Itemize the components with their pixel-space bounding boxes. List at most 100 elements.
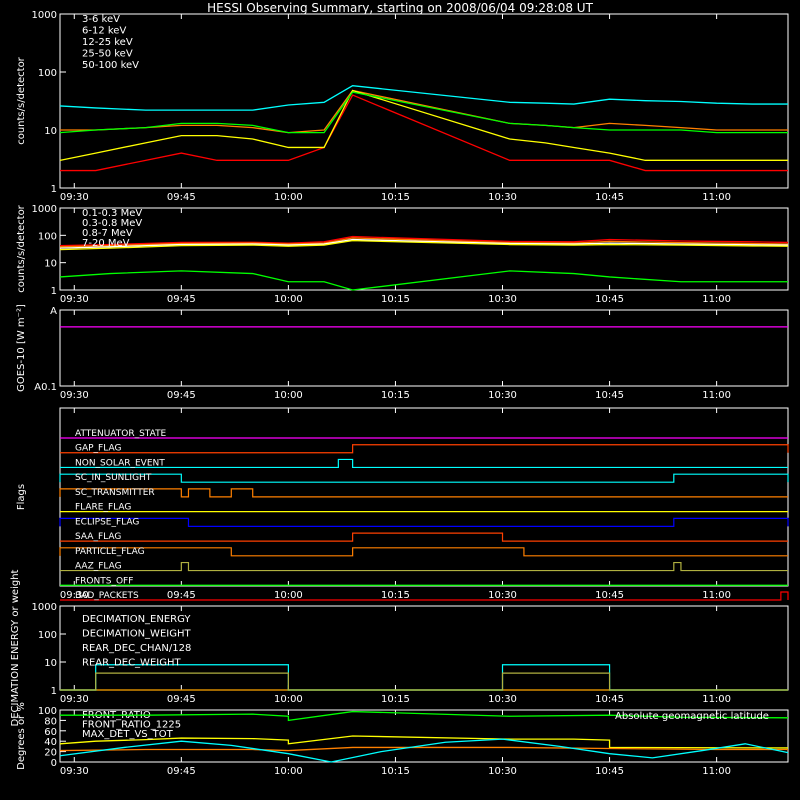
- series-line: [59, 270, 788, 291]
- legend-entry: 12-25 keV: [82, 37, 133, 48]
- panel-ratios: 09:30 09:45 10:00 10:15 10:30 10:45 11:00 02040…: [16, 702, 789, 777]
- flag-label: GAP_FLAG: [75, 444, 121, 454]
- x-tick-label: 09:30: [60, 390, 89, 401]
- panel-hi-energy-rates: 09:30 09:45 10:00 10:15 10:30 10:45 11:00 1 10 10…: [16, 204, 789, 305]
- y-tick-label: 10: [44, 126, 57, 137]
- series-line: [59, 235, 789, 247]
- x-tick-label: 10:15: [381, 590, 410, 601]
- panel-lo-energy-rates: 09:30 09:45 10:00 10:15 10:30 10:45 11:00 1 10 10…: [16, 10, 789, 203]
- x-tick-label: 10:00: [274, 390, 303, 401]
- series-line: [59, 239, 789, 251]
- x-tick-label: 09:45: [167, 390, 196, 401]
- flag-label: AAZ_FLAG: [75, 562, 122, 572]
- y-tick-label: 80: [44, 716, 57, 727]
- flag-label: PARTICLE_FLAG: [75, 547, 145, 557]
- flag-line: [59, 517, 789, 527]
- series-line: [59, 238, 789, 249]
- y-tick-label: 100: [38, 706, 57, 717]
- legend-entry: DECIMATION_ENERGY: [82, 614, 191, 625]
- x-tick-label: 10:15: [381, 390, 410, 401]
- panel-goes: 09:30 09:45 10:00 10:15 10:30 10:45 11:00 A0.1 A…: [16, 304, 789, 401]
- x-tick-label: 09:30: [60, 192, 89, 203]
- x-tick-label: 10:30: [488, 590, 517, 601]
- x-tick-label: 11:00: [702, 294, 731, 305]
- x-tick-label: 10:45: [595, 192, 624, 203]
- y-tick-label: 1000: [32, 10, 57, 21]
- panel-decimation: 09:30 09:45 10:00 10:15 10:30 10:45 11:00 1 10 10…: [10, 569, 789, 726]
- figure-title: HESSI Observing Summary, starting on 200…: [207, 1, 593, 15]
- x-tick-label: 10:30: [488, 694, 517, 705]
- x-tick-label: 11:00: [702, 192, 731, 203]
- x-tick-label: 10:30: [488, 192, 517, 203]
- flag-line: [60, 532, 788, 542]
- series-line: [59, 91, 788, 134]
- legend-entry: 0.3-0.8 MeV: [82, 218, 142, 229]
- x-tick-label: 09:45: [167, 192, 196, 203]
- legend-entry: REAR_DEC_CHAN/128: [82, 643, 191, 654]
- legend-entry: 7-20 MeV: [82, 238, 130, 249]
- y-tick-label: 1000: [32, 204, 57, 215]
- legend-entry: Absolute geomagnetic latitude: [615, 711, 769, 722]
- legend-entry: 6-12 keV: [82, 26, 126, 37]
- flag-label: SC_IN_SUNLIGHT: [75, 473, 152, 483]
- y-tick-label: 100: [38, 630, 57, 641]
- x-tick-label: 10:45: [595, 390, 624, 401]
- y-tick-label: 100: [38, 231, 57, 242]
- x-tick-label: 10:45: [595, 294, 624, 305]
- flag-label: FRONTS_OFF: [75, 576, 133, 586]
- y-tick-label: 1000: [32, 602, 57, 613]
- x-tick-label: 10:15: [381, 294, 410, 305]
- x-tick-label: 09:30: [60, 590, 89, 601]
- legend-entry: 3-6 keV: [82, 14, 120, 25]
- flag-label: FLARE_FLAG: [75, 503, 131, 513]
- flag-label: BAD_PACKETS: [75, 591, 139, 601]
- x-tick-label: 10:15: [381, 192, 410, 203]
- flag-line: [59, 547, 788, 557]
- x-tick-label: 11:00: [702, 694, 731, 705]
- flag-label: ECLIPSE_FLAG: [75, 517, 139, 527]
- legend-entry: FRONT_RATIO_1225: [82, 720, 181, 731]
- x-tick-label: 10:30: [488, 294, 517, 305]
- x-tick-label: 10:15: [381, 694, 410, 705]
- legend-entry: REAR_DEC_WEIGHT: [82, 658, 181, 669]
- series-line: [59, 735, 789, 749]
- y-tick-label: 1: [51, 286, 57, 297]
- series-line: [60, 664, 788, 691]
- x-tick-label: 10:00: [274, 294, 303, 305]
- x-tick-label: 11:00: [702, 390, 731, 401]
- legend-entry: 0.8-7 MeV: [82, 228, 133, 239]
- y-axis-label: DECIMATION ENERGY or weight: [10, 569, 21, 726]
- x-tick-label: 10:30: [488, 390, 517, 401]
- x-tick-label: 09:30: [60, 766, 89, 777]
- y-axis-label: Flags: [16, 484, 27, 510]
- flag-line: [60, 444, 789, 454]
- y-tick-label: 1: [51, 686, 57, 697]
- series-line: [59, 237, 789, 248]
- flag-line: [60, 458, 788, 469]
- y-axis-label: counts/s/detector: [16, 56, 27, 144]
- legend-entry: MAX_DET_VS_TOT: [82, 729, 174, 740]
- flag-label: ATTENUATOR_STATE: [75, 429, 167, 439]
- legend-entry: 25-50 keV: [82, 49, 133, 60]
- x-tick-label: 10:00: [274, 766, 303, 777]
- y-tick-label: 1: [51, 184, 57, 195]
- axes-frame: [59, 207, 789, 291]
- legend-entry: 50-100 keV: [82, 60, 139, 71]
- series-line: [60, 672, 788, 691]
- x-tick-label: 11:00: [702, 590, 731, 601]
- y-axis-label: counts/s/detector: [16, 204, 27, 292]
- series-line: [60, 89, 788, 134]
- flag-label: SAA_FLAG: [75, 532, 121, 542]
- series-line: [59, 85, 788, 111]
- x-tick-label: 09:45: [167, 766, 196, 777]
- y-axis-label: Degrees or %: [16, 702, 27, 770]
- axes-frame: [59, 13, 789, 189]
- axes-frame: [59, 309, 789, 387]
- series-line: [59, 89, 788, 161]
- y-tick-label: 40: [44, 737, 57, 748]
- series-line: [60, 94, 788, 172]
- flag-label: NON_SOLAR_EVENT: [75, 458, 165, 468]
- series-line: [59, 738, 789, 763]
- x-tick-label: 11:00: [702, 766, 731, 777]
